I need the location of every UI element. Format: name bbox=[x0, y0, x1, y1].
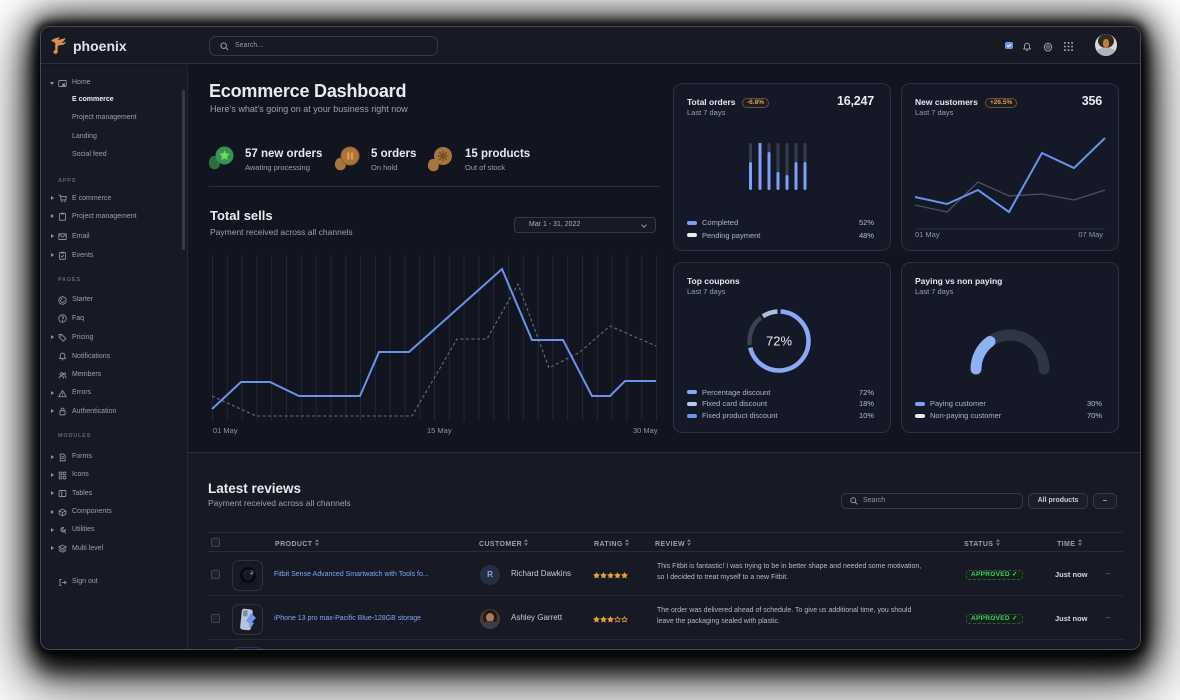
svg-text:72%: 72% bbox=[766, 333, 792, 348]
